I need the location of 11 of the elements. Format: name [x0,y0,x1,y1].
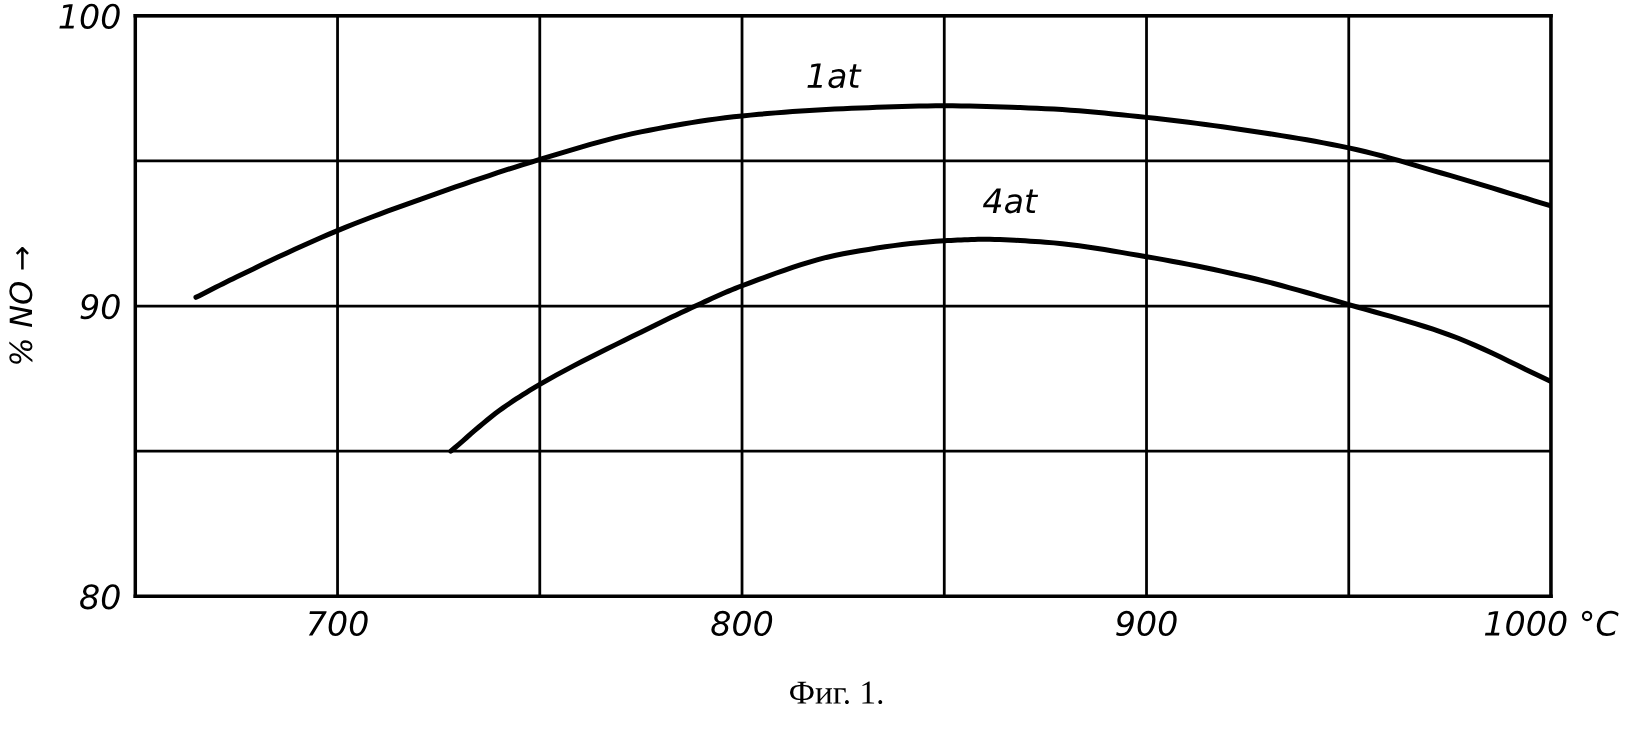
y-tick-label: 80 [80,584,120,610]
y-axis-title: % NO → [9,247,33,364]
x-tick-label: 800 [711,610,773,637]
x-tick-label: 700 [308,610,368,637]
text: Фиг. 1. [790,681,883,705]
y-tick-label: 90 [80,293,120,320]
x-tick-label: 1000 °C [1484,610,1619,637]
x-tick-label: 900 [1116,610,1177,637]
series-label: 1at [807,63,862,89]
series-label: 4at [982,188,1039,214]
y-tick-label: 100 [59,3,120,29]
